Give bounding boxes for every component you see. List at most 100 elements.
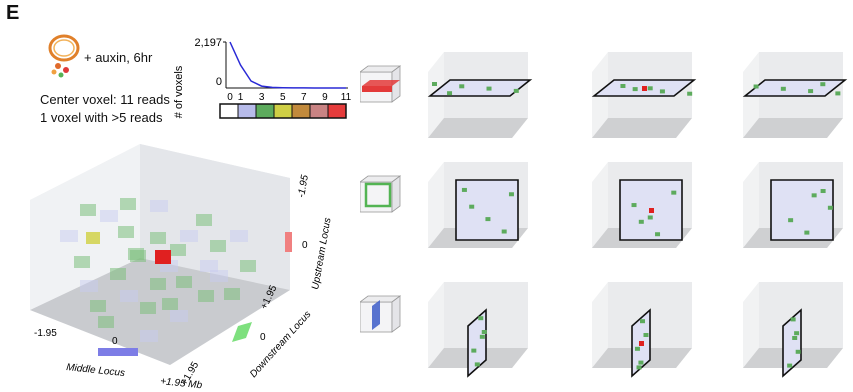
slice-voxel	[820, 189, 826, 194]
slice-voxel	[639, 341, 644, 346]
colorbar-swatch	[219, 103, 239, 119]
slice-view-horizontal-2	[591, 52, 697, 138]
histogram-xtick: 0	[227, 92, 233, 103]
slice-voxel	[486, 86, 492, 91]
voxel	[74, 256, 90, 268]
slice-voxel	[804, 230, 810, 235]
middle-max-label: +1.95 Mb	[160, 376, 203, 391]
slice-voxel	[508, 192, 514, 197]
colorbar-swatch	[291, 103, 311, 119]
main-3d-cube: -1.95 0 Middle Locus +1.95 Mb +1.95 0 Do…	[30, 144, 334, 391]
voxel	[150, 278, 166, 290]
slice-plane	[770, 179, 834, 241]
upstream-highlight	[285, 232, 292, 252]
slice-voxel	[790, 317, 796, 322]
voxel	[210, 240, 226, 252]
histogram-xtick: 11	[341, 92, 352, 103]
slice-voxel	[501, 229, 507, 234]
slice-voxel	[481, 330, 487, 334]
slice-view-frontal-1	[428, 162, 528, 248]
downstream-axis-label: Downstream Locus	[248, 309, 313, 380]
slice-voxel	[432, 82, 437, 86]
upstream-mid-label: 0	[302, 240, 308, 251]
cell-icon	[48, 34, 80, 78]
slice-plane	[782, 308, 802, 378]
voxel	[150, 232, 166, 244]
slice-voxel	[634, 346, 640, 351]
histogram-ylabel: # of voxels	[173, 65, 185, 118]
middle-min-label: -1.95	[34, 328, 57, 339]
histogram-xtick: 9	[322, 92, 328, 103]
slice-voxel	[459, 84, 465, 89]
middle-axis-label: Middle Locus	[66, 362, 126, 379]
voxel	[100, 210, 118, 222]
voxel	[210, 270, 228, 282]
colorbar-swatch	[327, 103, 347, 119]
voxel	[60, 230, 78, 242]
slice-voxel	[655, 232, 661, 237]
slice-voxel	[513, 88, 519, 93]
slice-icon-sagittal	[360, 295, 402, 333]
slice-voxel	[471, 348, 477, 353]
voxel-histogram: # of voxels 2,197 0 0 1 3 5 7 9 11	[173, 37, 352, 119]
slice-voxel	[632, 87, 638, 92]
slice-voxel	[811, 193, 817, 198]
slice-view-sagittal-3	[743, 282, 843, 378]
voxel	[140, 302, 156, 314]
colorbar-swatch	[309, 103, 329, 119]
slice-view-sagittal-1	[428, 282, 528, 378]
center-voxel-text: Center voxel: 11 reads	[40, 92, 170, 107]
voxel	[196, 214, 212, 226]
slice-voxel	[461, 187, 467, 192]
voxel	[170, 244, 186, 256]
voxel	[90, 300, 106, 312]
slice-voxel	[787, 363, 793, 368]
slice-voxel	[649, 208, 654, 213]
histogram-xtick: 3	[259, 92, 265, 103]
voxel	[86, 232, 100, 244]
slice-voxel	[447, 91, 453, 96]
slice-voxel	[820, 82, 826, 87]
slice-view-frontal-2	[592, 162, 692, 248]
voxel	[80, 204, 96, 216]
slice-voxel	[640, 319, 645, 324]
slice-plane	[455, 179, 519, 241]
voxel	[198, 290, 214, 302]
slice-voxel	[647, 86, 653, 91]
middle-mid-label: 0	[112, 336, 118, 347]
slice-voxel	[753, 84, 759, 89]
slice-voxel	[638, 360, 644, 365]
voxel-count-text: 1 voxel with >5 reads	[40, 110, 163, 125]
histogram-xtick: 5	[280, 92, 286, 103]
slice-view-sagittal-2	[592, 282, 692, 378]
slice-voxel	[636, 365, 642, 370]
slice-plane	[427, 79, 533, 97]
slice-view-horizontal-1	[427, 52, 533, 138]
slice-voxel	[687, 91, 693, 96]
slice-voxel	[478, 316, 484, 321]
voxel	[118, 226, 134, 238]
slice-voxel	[780, 86, 786, 91]
middle-highlight	[98, 348, 138, 356]
slice-voxel	[485, 217, 491, 222]
slice-voxel	[671, 190, 677, 195]
slice-voxel	[647, 215, 653, 220]
slice-voxel	[631, 203, 637, 208]
slice-voxel	[794, 331, 800, 336]
colorbar-swatch	[255, 103, 275, 119]
voxel	[180, 230, 198, 242]
slice-voxel	[638, 219, 644, 224]
slice-voxel	[620, 84, 626, 88]
voxel	[170, 310, 188, 322]
slice-voxel	[474, 362, 480, 367]
voxel	[230, 230, 248, 242]
voxel	[140, 330, 158, 342]
slice-voxel	[795, 349, 801, 354]
colorbar-swatch	[273, 103, 293, 119]
slice-icon-frontal	[360, 175, 402, 213]
upstream-axis-label: Upstream Locus	[310, 217, 333, 291]
slice-voxel	[792, 336, 798, 340]
downstream-mid-label: 0	[260, 332, 266, 343]
slice-voxel	[659, 89, 665, 94]
downstream-highlight	[232, 322, 252, 342]
